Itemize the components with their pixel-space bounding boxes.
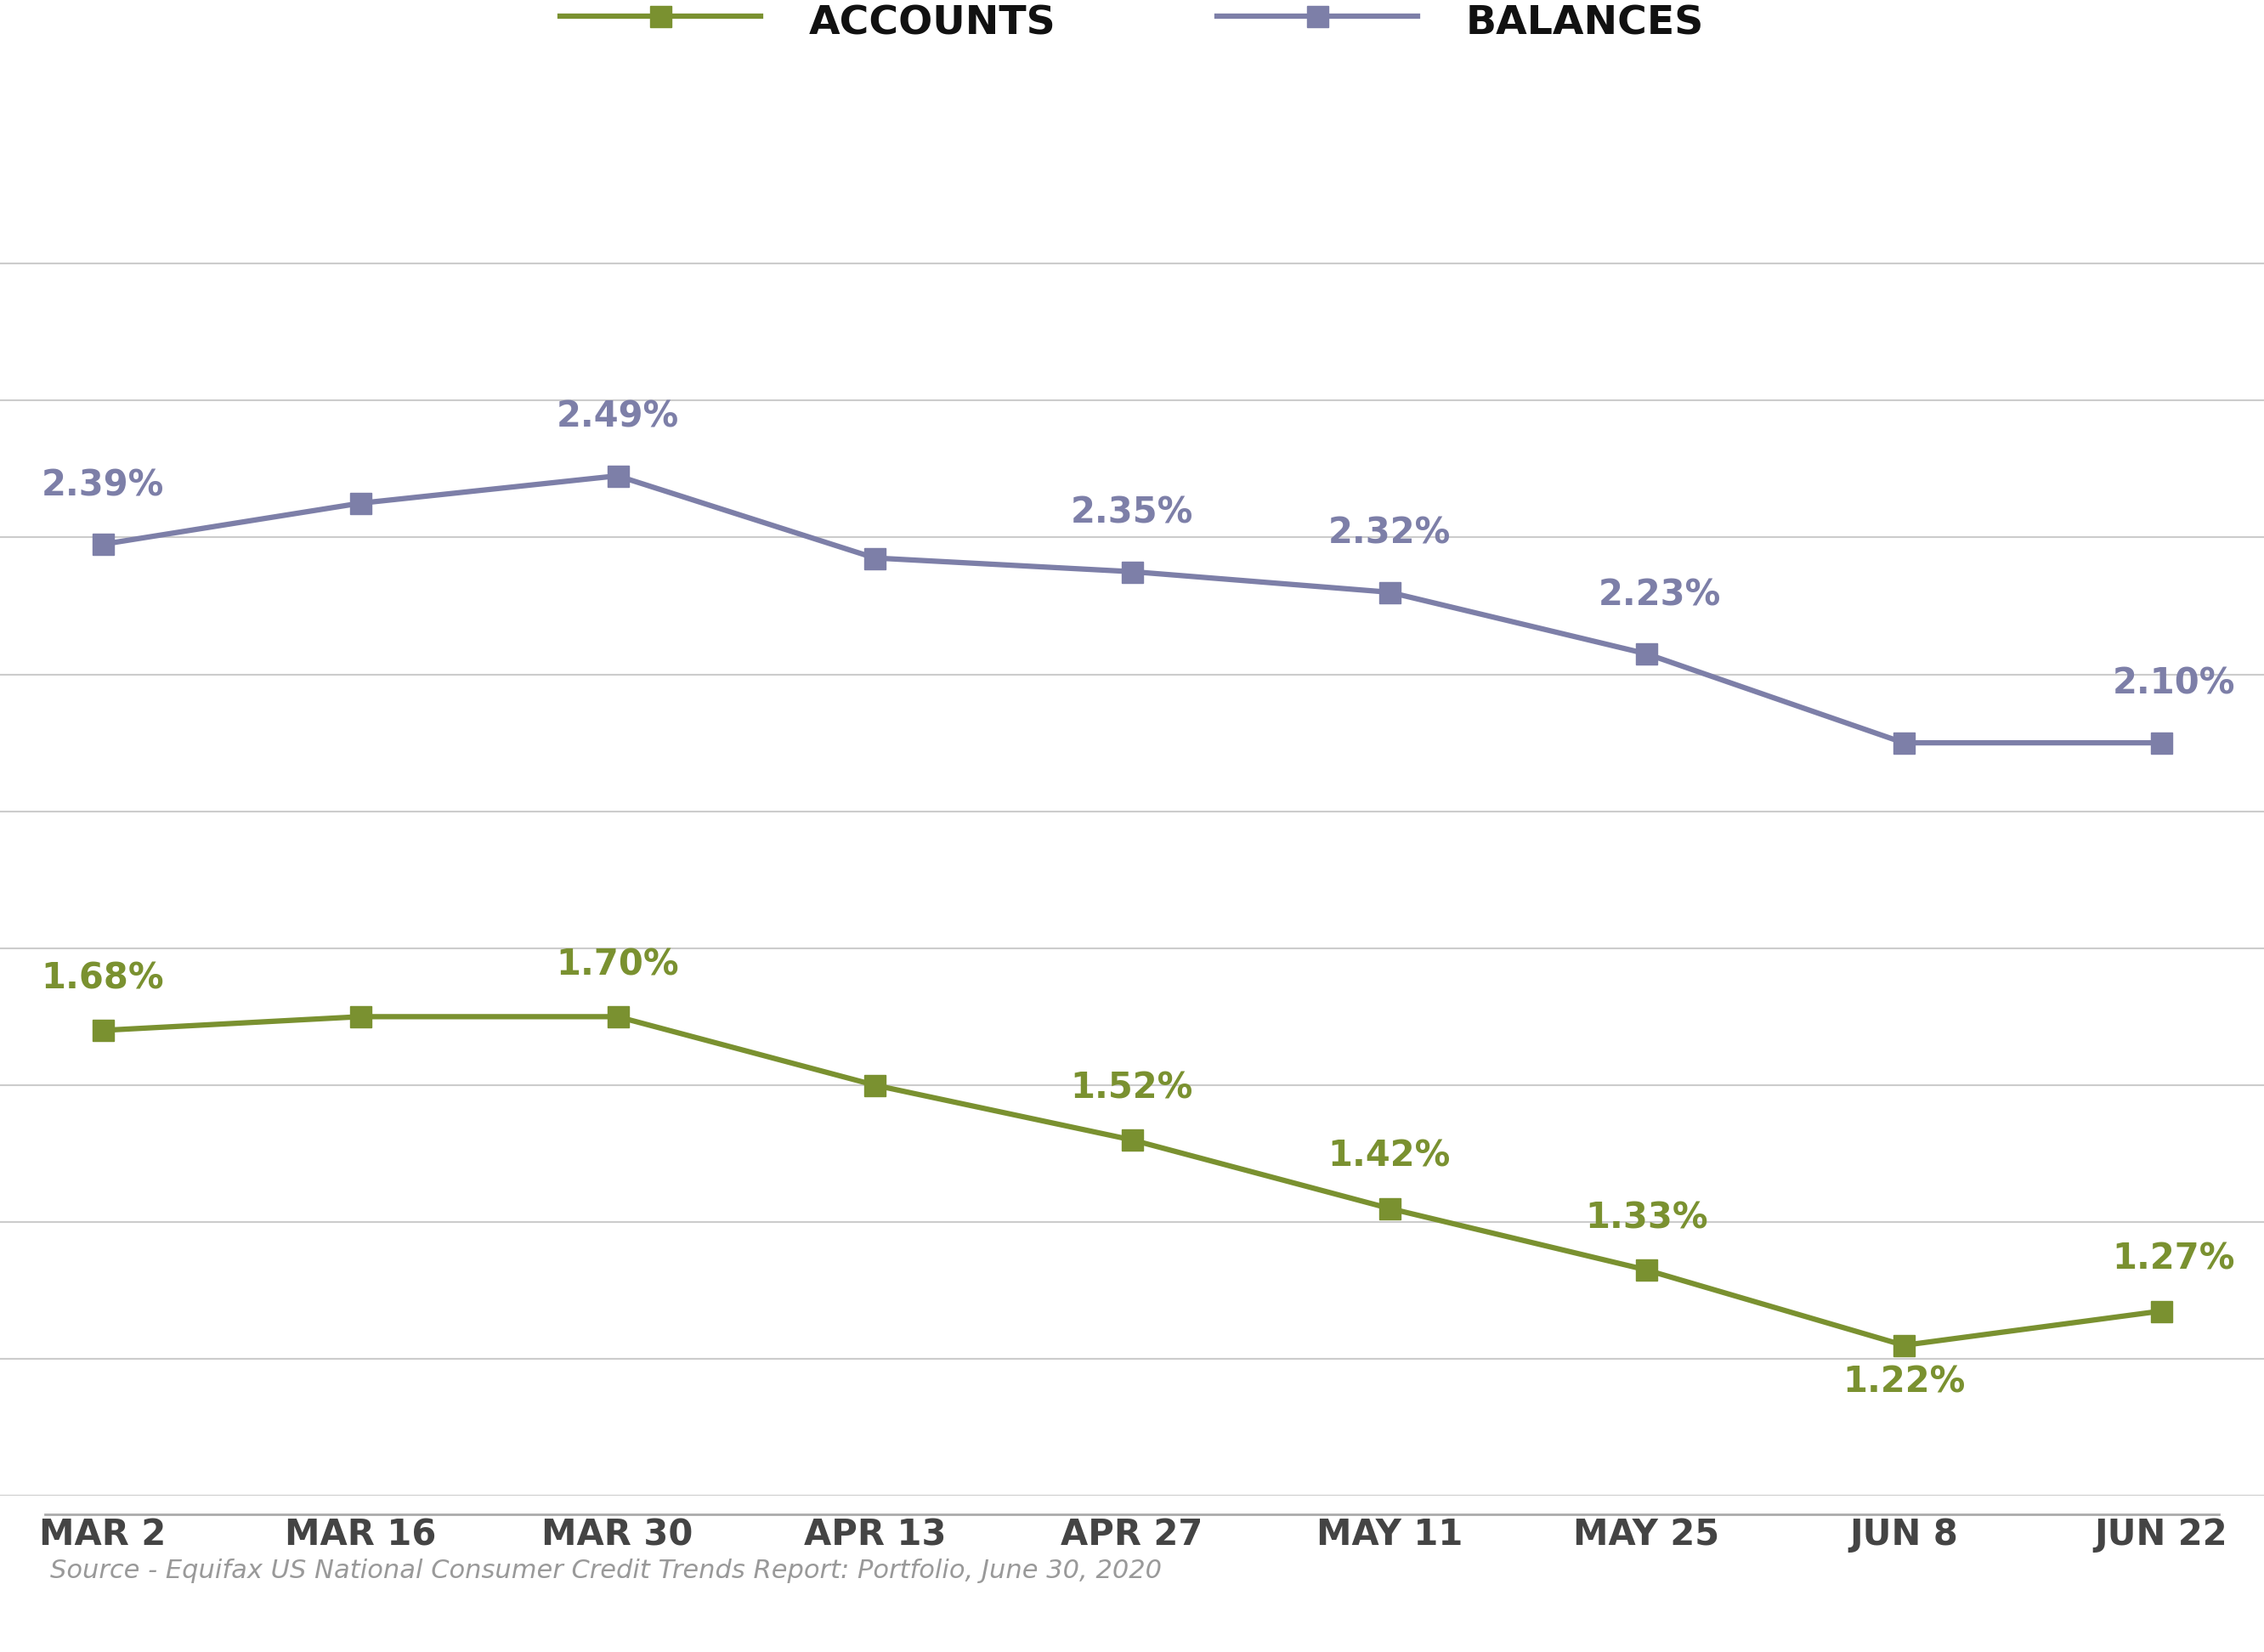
Text: 1.70%: 1.70% [557, 947, 679, 983]
Text: 2.39%: 2.39% [41, 468, 165, 504]
Text: 2.10%: 2.10% [2112, 666, 2235, 702]
Text: BANKCARD DELINQUENCY RATES: BANKCARD DELINQUENCY RATES [50, 68, 1530, 147]
Legend: ACCOUNTS, BALANCES: ACCOUNTS, BALANCES [543, 0, 1721, 63]
Text: 1.33%: 1.33% [1585, 1199, 1707, 1236]
Text: 1.52%: 1.52% [1071, 1070, 1193, 1105]
Text: 1.27%: 1.27% [2112, 1241, 2235, 1277]
Text: 1.42%: 1.42% [1329, 1138, 1451, 1175]
Text: 1.68%: 1.68% [41, 960, 165, 996]
Text: Source - Equifax US National Consumer Credit Trends Report: Portfolio, June 30, : Source - Equifax US National Consumer Cr… [50, 1558, 1161, 1583]
Text: 2.23%: 2.23% [1598, 577, 1721, 613]
Text: 2.32%: 2.32% [1329, 515, 1451, 552]
Text: 2.35%: 2.35% [1071, 496, 1193, 530]
Text: 2.49%: 2.49% [557, 400, 679, 434]
Text: 1.22%: 1.22% [1843, 1365, 1965, 1399]
